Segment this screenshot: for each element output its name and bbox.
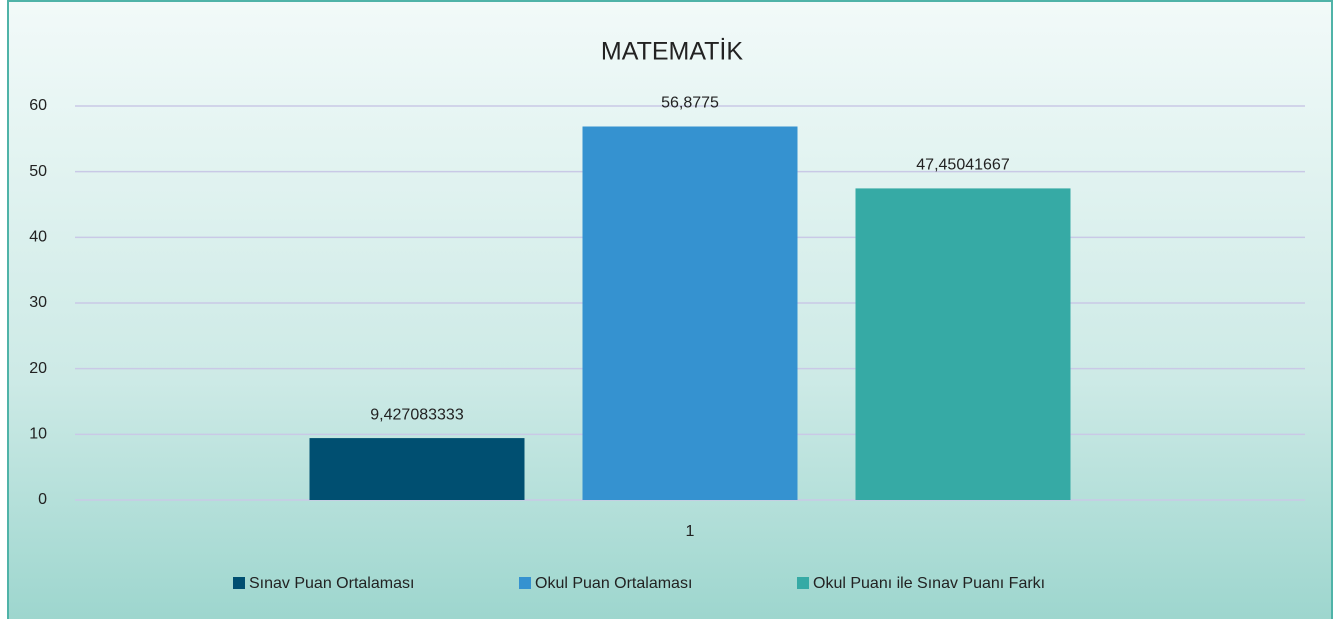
bar [309,438,525,500]
bar [855,188,1071,500]
bar [582,126,798,500]
legend-label: Sınav Puan Ortalaması [249,575,414,592]
legend-marker [519,577,531,589]
legend-label: Okul Puan Ortalaması [535,575,692,592]
legend-label: Okul Puanı ile Sınav Puanı Farkı [813,575,1045,592]
y-tick-label: 10 [29,426,47,443]
y-tick-label: 30 [29,294,47,311]
y-tick-label: 50 [29,163,47,180]
data-label: 47,45041667 [916,157,1010,174]
y-tick-label: 20 [29,360,47,377]
y-tick-label: 40 [29,229,47,246]
y-tick-label: 60 [29,97,47,114]
data-label: 9,427083333 [370,406,464,423]
y-tick-label: 0 [38,491,47,508]
legend-marker [233,577,245,589]
legend-marker [797,577,809,589]
x-tick-label: 1 [686,523,695,540]
chart-title: MATEMATİK [601,37,743,66]
data-label: 56,8775 [661,95,719,112]
